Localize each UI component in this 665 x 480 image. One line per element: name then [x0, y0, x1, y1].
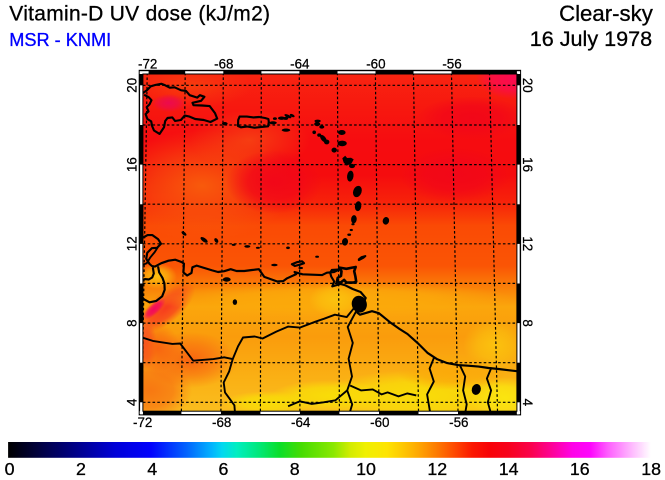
- svg-text:2: 2: [76, 459, 86, 479]
- svg-text:-60: -60: [370, 415, 389, 430]
- svg-text:16: 16: [570, 459, 590, 479]
- svg-text:20: 20: [125, 78, 140, 93]
- svg-text:4: 4: [125, 398, 140, 406]
- svg-text:0: 0: [5, 459, 15, 479]
- svg-text:-56: -56: [442, 56, 461, 71]
- svg-text:4: 4: [520, 399, 535, 407]
- svg-text:-64: -64: [291, 415, 311, 430]
- svg-text:20: 20: [520, 78, 535, 93]
- svg-text:12: 12: [427, 459, 447, 479]
- svg-text:-56: -56: [449, 415, 468, 430]
- svg-text:16: 16: [520, 157, 535, 172]
- svg-text:18: 18: [641, 459, 661, 479]
- svg-text:Clear-sky: Clear-sky: [559, 1, 654, 26]
- svg-text:8: 8: [125, 319, 140, 326]
- svg-text:4: 4: [147, 459, 157, 479]
- svg-text:-68: -68: [214, 56, 233, 71]
- svg-text:-64: -64: [290, 56, 310, 71]
- svg-text:-72: -72: [138, 56, 157, 71]
- svg-text:16 July 1978: 16 July 1978: [530, 26, 652, 51]
- svg-text:6: 6: [218, 459, 228, 479]
- svg-text:Vitamin-D UV dose (kJ/m2): Vitamin-D UV dose (kJ/m2): [9, 3, 270, 26]
- svg-text:10: 10: [356, 459, 376, 479]
- svg-text:MSR - KNMI: MSR - KNMI: [9, 30, 111, 50]
- svg-text:14: 14: [499, 459, 519, 479]
- svg-text:-60: -60: [366, 56, 385, 71]
- svg-text:12: 12: [125, 236, 140, 251]
- svg-text:-68: -68: [212, 415, 231, 430]
- svg-text:8: 8: [520, 319, 535, 326]
- svg-text:16: 16: [125, 157, 140, 172]
- svg-text:12: 12: [520, 236, 535, 251]
- svg-text:-72: -72: [133, 415, 152, 430]
- svg-text:8: 8: [290, 459, 300, 479]
